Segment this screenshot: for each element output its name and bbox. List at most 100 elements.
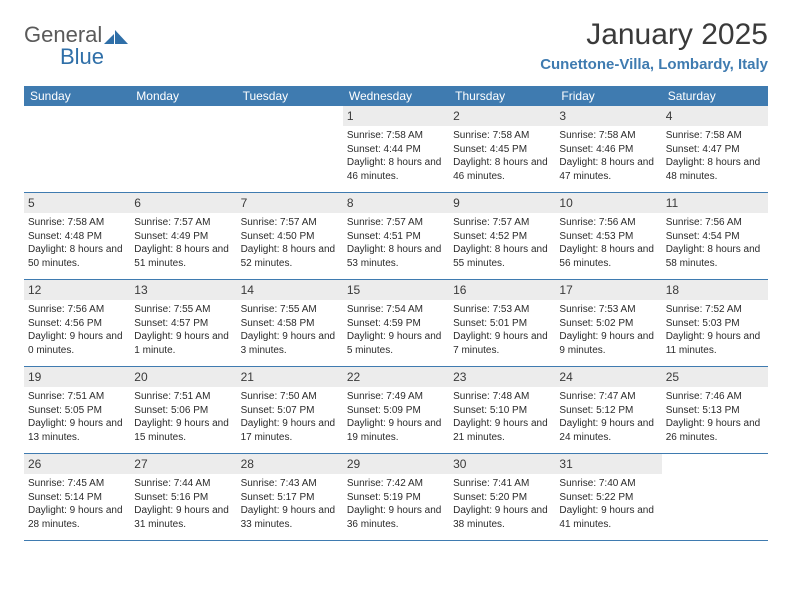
sunrise-line: Sunrise: 7:51 AM: [134, 390, 232, 404]
day-cell: 24Sunrise: 7:47 AMSunset: 5:12 PMDayligh…: [555, 367, 661, 453]
day-number: 18: [662, 280, 768, 300]
day-number: 11: [662, 193, 768, 213]
sunset-line: Sunset: 4:54 PM: [666, 230, 764, 244]
sunset-line: Sunset: 5:19 PM: [347, 491, 445, 505]
sunset-line: Sunset: 5:16 PM: [134, 491, 232, 505]
daylight-line: Daylight: 9 hours and 1 minute.: [134, 330, 232, 357]
sunset-line: Sunset: 4:56 PM: [28, 317, 126, 331]
day-number: 26: [24, 454, 130, 474]
day-number: 5: [24, 193, 130, 213]
sunrise-line: Sunrise: 7:50 AM: [241, 390, 339, 404]
weekday-header: Saturday: [662, 86, 768, 106]
day-number: 4: [662, 106, 768, 126]
daylight-line: Daylight: 9 hours and 41 minutes.: [559, 504, 657, 531]
sunset-line: Sunset: 4:45 PM: [453, 143, 551, 157]
daylight-line: Daylight: 9 hours and 9 minutes.: [559, 330, 657, 357]
weekday-header: Thursday: [449, 86, 555, 106]
sunrise-line: Sunrise: 7:55 AM: [134, 303, 232, 317]
daylight-line: Daylight: 9 hours and 13 minutes.: [28, 417, 126, 444]
daylight-line: Daylight: 9 hours and 33 minutes.: [241, 504, 339, 531]
sunrise-line: Sunrise: 7:58 AM: [559, 129, 657, 143]
sunset-line: Sunset: 5:09 PM: [347, 404, 445, 418]
daylight-line: Daylight: 8 hours and 53 minutes.: [347, 243, 445, 270]
day-number: 27: [130, 454, 236, 474]
sunrise-line: Sunrise: 7:46 AM: [666, 390, 764, 404]
sunset-line: Sunset: 4:49 PM: [134, 230, 232, 244]
day-cell: 25Sunrise: 7:46 AMSunset: 5:13 PMDayligh…: [662, 367, 768, 453]
day-number: 13: [130, 280, 236, 300]
sunrise-line: Sunrise: 7:44 AM: [134, 477, 232, 491]
sunrise-line: Sunrise: 7:53 AM: [559, 303, 657, 317]
daylight-line: Daylight: 8 hours and 47 minutes.: [559, 156, 657, 183]
week-row: 12Sunrise: 7:56 AMSunset: 4:56 PMDayligh…: [24, 280, 768, 367]
week-row: 19Sunrise: 7:51 AMSunset: 5:05 PMDayligh…: [24, 367, 768, 454]
daylight-line: Daylight: 8 hours and 58 minutes.: [666, 243, 764, 270]
day-cell: 1Sunrise: 7:58 AMSunset: 4:44 PMDaylight…: [343, 106, 449, 192]
day-number: 1: [343, 106, 449, 126]
day-cell: 28Sunrise: 7:43 AMSunset: 5:17 PMDayligh…: [237, 454, 343, 540]
daylight-line: Daylight: 9 hours and 5 minutes.: [347, 330, 445, 357]
day-cell: 6Sunrise: 7:57 AMSunset: 4:49 PMDaylight…: [130, 193, 236, 279]
day-number: 3: [555, 106, 661, 126]
day-cell: 13 Sunrise: 7:55 AMSunset: 4:57 PMDayligh…: [130, 280, 236, 366]
sunrise-line: Sunrise: 7:57 AM: [134, 216, 232, 230]
daylight-line: Daylight: 8 hours and 46 minutes.: [347, 156, 445, 183]
sunset-line: Sunset: 5:02 PM: [559, 317, 657, 331]
day-number: 15: [343, 280, 449, 300]
weekday-header: Tuesday: [237, 86, 343, 106]
day-number: 17: [555, 280, 661, 300]
weekday-header: Monday: [130, 86, 236, 106]
sunset-line: Sunset: 4:51 PM: [347, 230, 445, 244]
calendar: SundayMondayTuesdayWednesdayThursdayFrid…: [24, 86, 768, 541]
weekday-header: Sunday: [24, 86, 130, 106]
day-number: 25: [662, 367, 768, 387]
day-number: 24: [555, 367, 661, 387]
sunrise-line: Sunrise: 7:40 AM: [559, 477, 657, 491]
sunset-line: Sunset: 5:10 PM: [453, 404, 551, 418]
day-cell: 17 Sunrise: 7:53 AMSunset: 5:02 PMDayligh…: [555, 280, 661, 366]
daylight-line: Daylight: 8 hours and 56 minutes.: [559, 243, 657, 270]
day-cell: 16Sunrise: 7:53 AMSunset: 5:01 PMDayligh…: [449, 280, 555, 366]
day-cell: [24, 106, 130, 192]
daylight-line: Daylight: 9 hours and 28 minutes.: [28, 504, 126, 531]
day-cell: 5Sunrise: 7:58 AMSunset: 4:48 PMDaylight…: [24, 193, 130, 279]
day-number: 12: [24, 280, 130, 300]
daylight-line: Daylight: 9 hours and 21 minutes.: [453, 417, 551, 444]
sunset-line: Sunset: 4:58 PM: [241, 317, 339, 331]
sunset-line: Sunset: 4:48 PM: [28, 230, 126, 244]
sunset-line: Sunset: 5:05 PM: [28, 404, 126, 418]
sunrise-line: Sunrise: 7:45 AM: [28, 477, 126, 491]
daylight-line: Daylight: 8 hours and 51 minutes.: [134, 243, 232, 270]
sunrise-line: Sunrise: 7:58 AM: [453, 129, 551, 143]
sunset-line: Sunset: 5:17 PM: [241, 491, 339, 505]
daylight-line: Daylight: 9 hours and 31 minutes.: [134, 504, 232, 531]
day-number: 30: [449, 454, 555, 474]
sunrise-line: Sunrise: 7:54 AM: [347, 303, 445, 317]
day-number: 9: [449, 193, 555, 213]
day-number: 19: [24, 367, 130, 387]
day-cell: 29Sunrise: 7:42 AMSunset: 5:19 PMDayligh…: [343, 454, 449, 540]
weekday-header: Wednesday: [343, 86, 449, 106]
daylight-line: Daylight: 9 hours and 36 minutes.: [347, 504, 445, 531]
sunrise-line: Sunrise: 7:48 AM: [453, 390, 551, 404]
daylight-line: Daylight: 9 hours and 17 minutes.: [241, 417, 339, 444]
weekday-header: Friday: [555, 86, 661, 106]
sunrise-line: Sunrise: 7:57 AM: [241, 216, 339, 230]
sunrise-line: Sunrise: 7:57 AM: [453, 216, 551, 230]
sunrise-line: Sunrise: 7:55 AM: [241, 303, 339, 317]
day-cell: [237, 106, 343, 192]
day-cell: 18Sunrise: 7:52 AMSunset: 5:03 PMDayligh…: [662, 280, 768, 366]
daylight-line: Daylight: 9 hours and 7 minutes.: [453, 330, 551, 357]
day-cell: 3 Sunrise: 7:58 AMSunset: 4:46 PMDaylight…: [555, 106, 661, 192]
day-number: 28: [237, 454, 343, 474]
day-cell: 4Sunrise: 7:58 AMSunset: 4:47 PMDaylight…: [662, 106, 768, 192]
daylight-line: Daylight: 8 hours and 48 minutes.: [666, 156, 764, 183]
day-number: 29: [343, 454, 449, 474]
daylight-line: Daylight: 8 hours and 55 minutes.: [453, 243, 551, 270]
sunset-line: Sunset: 4:57 PM: [134, 317, 232, 331]
daylight-line: Daylight: 8 hours and 52 minutes.: [241, 243, 339, 270]
daylight-line: Daylight: 8 hours and 46 minutes.: [453, 156, 551, 183]
sunset-line: Sunset: 4:53 PM: [559, 230, 657, 244]
sunset-line: Sunset: 4:46 PM: [559, 143, 657, 157]
logo-text-blue: Blue: [60, 44, 104, 70]
